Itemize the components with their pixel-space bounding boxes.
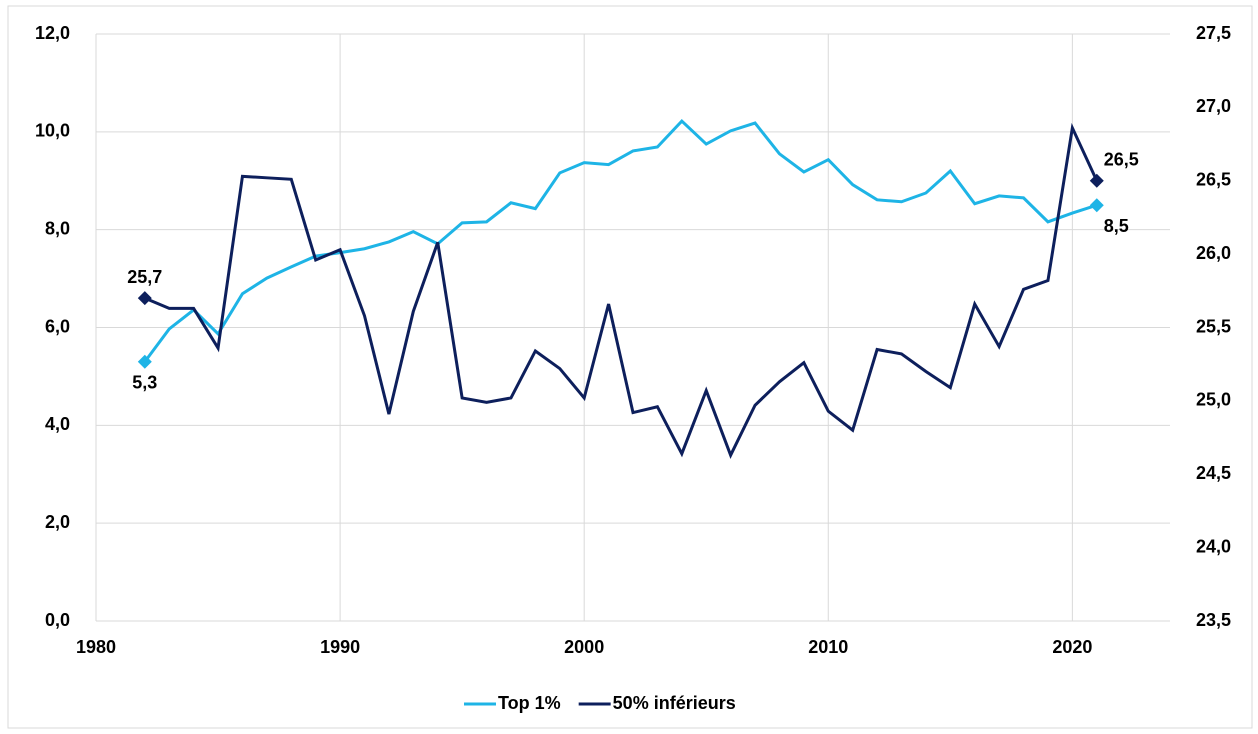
y2-tick-label: 27,5	[1196, 23, 1231, 43]
x-tick-label: 2000	[564, 637, 604, 657]
y2-tick-label: 27,0	[1196, 96, 1231, 116]
y2-tick-label: 25,5	[1196, 316, 1231, 336]
data-label: 26,5	[1104, 150, 1139, 170]
point-marker	[1089, 173, 1104, 188]
data-label: 25,7	[127, 267, 162, 287]
y2-tick-label: 24,0	[1196, 536, 1231, 556]
legend-label: Top 1%	[498, 693, 561, 713]
point-marker	[137, 291, 152, 306]
y2-tick-label: 24,5	[1196, 463, 1231, 483]
y-tick-label: 12,0	[35, 23, 70, 43]
x-tick-label: 1980	[76, 637, 116, 657]
y-tick-label: 8,0	[45, 218, 70, 238]
x-tick-label: 2020	[1052, 637, 1092, 657]
chart-border	[7, 5, 1253, 729]
data-label: 5,3	[132, 372, 157, 392]
y-tick-label: 0,0	[45, 610, 70, 630]
y2-tick-label: 23,5	[1196, 610, 1231, 630]
y-tick-label: 10,0	[35, 121, 70, 141]
x-tick-label: 1990	[320, 637, 360, 657]
y2-tick-label: 26,0	[1196, 243, 1231, 263]
legend-label: 50% inférieurs	[613, 693, 736, 713]
line-series	[143, 118, 1098, 363]
y2-tick-label: 26,5	[1196, 170, 1231, 190]
point-marker	[137, 354, 152, 369]
data-label: 8,5	[1104, 216, 1129, 236]
point-marker	[1089, 198, 1104, 213]
line-series	[144, 122, 1099, 459]
y2-tick-label: 25,0	[1196, 390, 1231, 410]
y-tick-label: 4,0	[45, 414, 70, 434]
y-tick-label: 6,0	[45, 316, 70, 336]
y-tick-label: 2,0	[45, 512, 70, 532]
x-tick-label: 2010	[808, 637, 848, 657]
